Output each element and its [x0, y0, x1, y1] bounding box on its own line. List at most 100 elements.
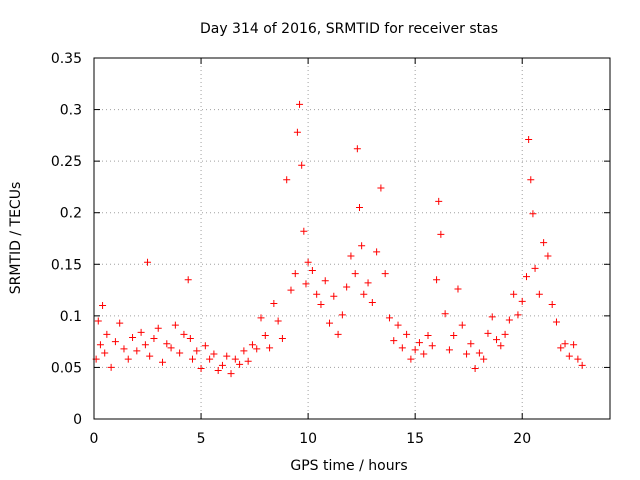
x-tick-label: 0: [90, 431, 99, 447]
data-point: [129, 334, 137, 342]
data-point: [188, 355, 196, 363]
data-point: [201, 342, 209, 350]
data-point: [501, 330, 509, 338]
data-point: [298, 161, 306, 169]
data-point: [493, 336, 501, 344]
y-tick-label: 0.15: [51, 257, 82, 273]
data-point: [510, 290, 518, 298]
grid-lines: [94, 58, 610, 419]
data-point: [390, 337, 398, 345]
y-tick-label: 0.35: [51, 51, 82, 67]
data-point: [398, 344, 406, 352]
data-point: [433, 276, 441, 284]
data-point: [385, 314, 393, 322]
data-point: [99, 302, 107, 310]
data-point: [561, 340, 569, 348]
data-point: [415, 339, 423, 347]
data-point: [270, 299, 278, 307]
data-point: [445, 346, 453, 354]
data-point: [159, 358, 167, 366]
plot-frame: [93, 57, 611, 420]
data-point: [458, 321, 466, 329]
data-point: [206, 355, 214, 363]
data-point: [186, 335, 194, 343]
y-tick-label: 0.05: [51, 360, 82, 376]
x-tick-label: 5: [197, 431, 206, 447]
data-point: [248, 341, 256, 349]
chart-title: Day 314 of 2016, SRMTID for receiver sta…: [200, 21, 498, 37]
data-point: [94, 317, 102, 325]
data-point: [330, 292, 338, 300]
data-point: [360, 290, 368, 298]
data-point: [253, 345, 261, 353]
data-point: [313, 290, 321, 298]
y-tick-label: 0.1: [60, 309, 82, 325]
data-point: [133, 347, 141, 355]
data-point: [505, 316, 513, 324]
data-point: [518, 297, 526, 305]
data-point: [184, 276, 192, 284]
data-point: [368, 298, 376, 306]
data-point: [411, 346, 419, 354]
data-point: [227, 370, 235, 378]
data-point: [283, 176, 291, 184]
data-point: [403, 330, 411, 338]
data-point: [176, 349, 184, 357]
y-tick-label: 0: [73, 412, 82, 428]
data-point: [266, 344, 274, 352]
data-point: [261, 331, 269, 339]
data-point: [552, 318, 560, 326]
data-point: [454, 285, 462, 293]
data-point: [535, 290, 543, 298]
data-point: [435, 197, 443, 205]
data-point: [231, 355, 239, 363]
data-point: [338, 311, 346, 319]
data-point: [373, 248, 381, 256]
data-point: [347, 252, 355, 260]
data-point: [96, 341, 104, 349]
data-point: [527, 176, 535, 184]
data-point: [525, 135, 533, 143]
data-point: [463, 350, 471, 358]
data-point: [274, 317, 282, 325]
y-tick-label: 0.2: [60, 206, 82, 222]
data-point: [107, 363, 115, 371]
data-point: [484, 329, 492, 337]
data-point: [150, 335, 158, 343]
data-point: [424, 331, 432, 339]
data-point: [570, 341, 578, 349]
data-point: [240, 347, 248, 355]
data-point: [480, 355, 488, 363]
data-point: [548, 301, 556, 309]
data-point: [540, 239, 548, 247]
data-point: [210, 350, 218, 358]
data-point: [321, 277, 329, 285]
data-point: [514, 311, 522, 319]
data-point: [441, 310, 449, 318]
data-point: [326, 319, 334, 327]
y-tick-label: 0.3: [60, 103, 82, 119]
data-point: [353, 145, 361, 153]
data-point: [244, 357, 252, 365]
data-point: [578, 361, 586, 369]
data-point: [163, 340, 171, 348]
data-point: [223, 352, 231, 360]
axis-ticks: [93, 57, 610, 420]
data-point: [358, 242, 366, 250]
data-point: [296, 100, 304, 108]
data-point: [308, 266, 316, 274]
data-point: [302, 280, 310, 288]
data-point: [291, 270, 299, 278]
data-point: [278, 335, 286, 343]
x-tick-label: 15: [406, 431, 424, 447]
data-point: [364, 279, 372, 287]
data-point: [531, 264, 539, 272]
data-point: [488, 313, 496, 321]
data-point: [214, 367, 222, 375]
data-point: [167, 344, 175, 352]
data-point: [124, 355, 132, 363]
data-point: [120, 345, 128, 353]
data-point: [144, 258, 152, 266]
data-point: [437, 230, 445, 238]
data-point: [522, 273, 530, 281]
